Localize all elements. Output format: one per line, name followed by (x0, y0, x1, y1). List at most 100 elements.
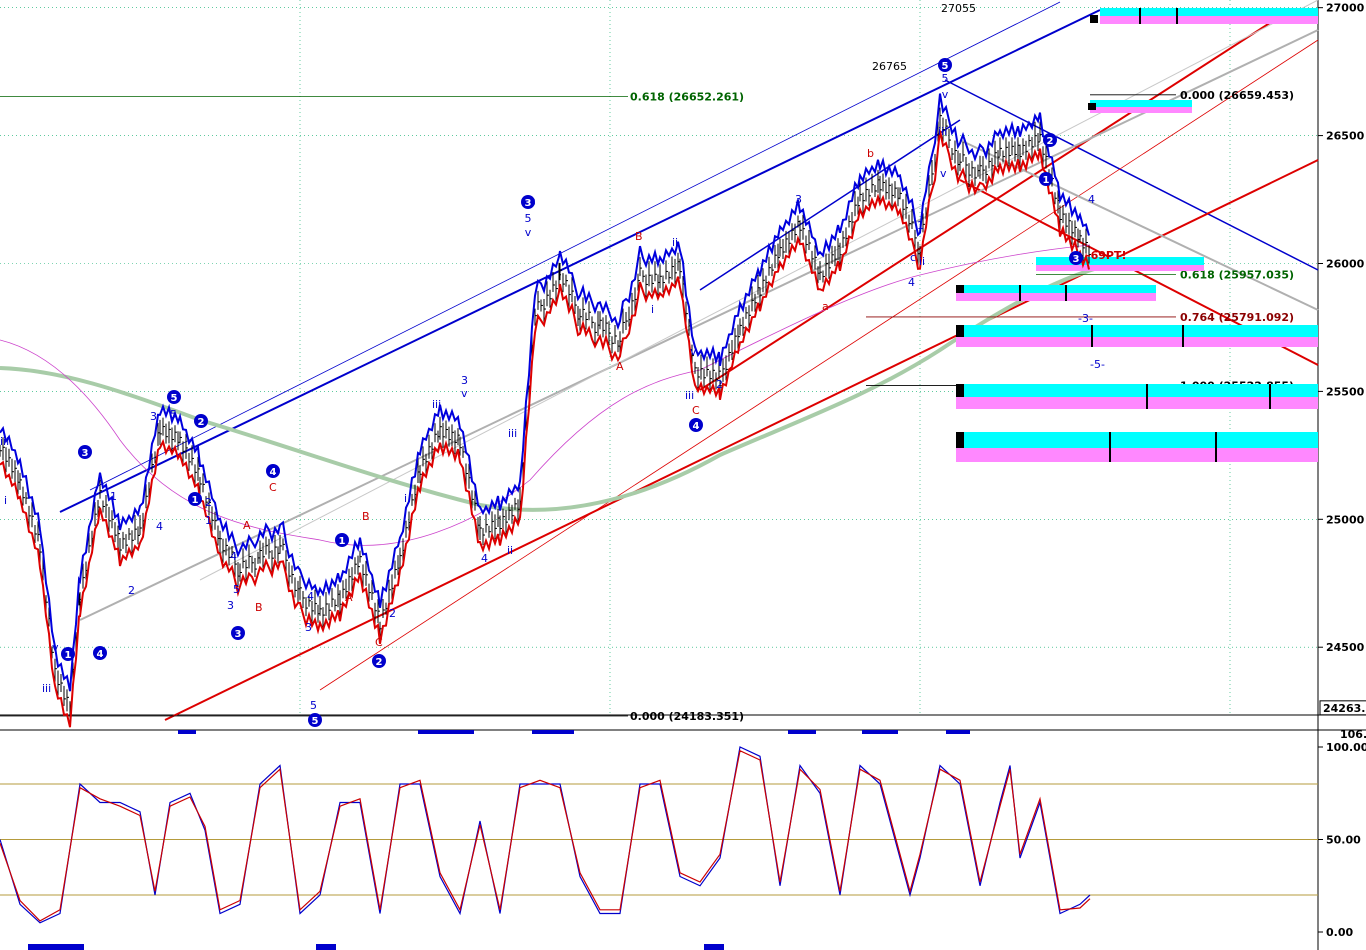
wave-circle (1039, 172, 1053, 186)
target-box-cyan (1036, 257, 1204, 265)
target-box-magenta (1100, 16, 1318, 24)
wave-label: B (362, 510, 370, 523)
price-annotation: 26765 (872, 60, 907, 73)
fib-label: 0.000 (24183.351) (630, 710, 744, 723)
red-band (0, 130, 1090, 728)
fib-label: 0.764 (25791.092) (1180, 311, 1294, 324)
svg-text:1: 1 (192, 495, 199, 506)
svg-text:2: 2 (1047, 136, 1054, 147)
wave-label: 2 (716, 378, 723, 391)
svg-text:1: 1 (1043, 175, 1050, 186)
svg-text:3: 3 (1073, 254, 1080, 265)
blue-band (0, 93, 1090, 692)
target-box-magenta (956, 337, 1318, 347)
price-tick-label: 26000 (1326, 257, 1365, 270)
wave-label: -69PT! (1086, 249, 1126, 262)
price-tick-label: 25500 (1326, 385, 1365, 398)
green-moving-average (0, 260, 1121, 512)
last-price-label: 24263. (1323, 702, 1365, 715)
wave-label: -5- (1090, 358, 1105, 371)
svg-text:5: 5 (171, 393, 178, 404)
price-annotation: 27055 (941, 2, 976, 15)
wave-label: 4 (230, 550, 237, 563)
wave-label: i (4, 494, 7, 507)
wave-label: C (692, 404, 700, 417)
wave-label: 3 (150, 410, 157, 423)
wave-circle (167, 390, 181, 404)
target-box-magenta (956, 293, 1156, 301)
oscillator-top-label: 106.5 (1340, 728, 1366, 741)
target-box-magenta (1090, 107, 1192, 113)
oscillator-tick-label: 50.00 (1326, 834, 1361, 847)
wave-label: iii (685, 389, 694, 402)
svg-text:4: 4 (270, 467, 277, 478)
wave-label: 1 (917, 219, 924, 232)
price-panel (0, 0, 1318, 715)
gray-channel-line (79, 29, 1319, 621)
wave-label: c (910, 251, 916, 264)
wave-label: 4 (908, 276, 915, 289)
svg-text:5: 5 (942, 61, 949, 72)
wave-label: 3 (305, 621, 312, 634)
wave-label: iii (938, 125, 947, 138)
wave-circle (93, 646, 107, 660)
wave-label: v (942, 88, 949, 101)
wave-label: 5 (170, 408, 177, 421)
red-support-line (164, 159, 1319, 721)
wave-label: iii (508, 427, 517, 440)
wave-circle (188, 492, 202, 506)
target-box-magenta (1036, 265, 1204, 271)
wave-label: 3 (795, 193, 802, 206)
target-box-magenta (956, 397, 1318, 409)
target-box-cyan (1100, 8, 1318, 16)
svg-text:3: 3 (525, 198, 532, 209)
wave-circle (194, 414, 208, 428)
wave-label: C (269, 481, 277, 494)
red-thin-support-line (319, 39, 1319, 691)
wave-label: i (651, 303, 654, 316)
wave-circle (689, 418, 703, 432)
oscillator-axis: 100.00 50.00 0.00 106.5 (1318, 728, 1366, 939)
target-box-cyan (1090, 100, 1192, 107)
red-upper-line (699, 9, 1291, 391)
wave-label: iii (432, 398, 441, 411)
wave-label: 2 (128, 584, 135, 597)
wave-label: v (52, 641, 59, 654)
target-box-magenta (956, 448, 1318, 462)
wave-label: 4 (481, 552, 488, 565)
wave-label: i (404, 492, 407, 505)
wave-label: A (243, 519, 251, 532)
price-bands (0, 93, 1090, 728)
svg-text:2: 2 (376, 657, 383, 668)
wave-label: iii (0, 435, 9, 448)
wave-label: iii (42, 682, 51, 695)
wave-label: a (822, 300, 829, 313)
blue-downtrend-line (944, 79, 1319, 271)
oscillator-lines (0, 746, 1091, 924)
price-tick-label: 25000 (1326, 513, 1365, 526)
wave-label: 1 (110, 490, 117, 503)
target-box-marker (956, 432, 964, 448)
svg-text:5: 5 (312, 716, 319, 727)
blue-channel-thin-line (89, 1, 1061, 491)
price-bars (0, 107, 1091, 726)
wave-label: b (867, 147, 874, 160)
wave-circle (335, 533, 349, 547)
oscillator-tick-label: 100.00 (1326, 741, 1366, 754)
wave-label: 5 (310, 699, 317, 712)
fib-label: 0.618 (26652.261) (630, 91, 744, 104)
wave-label: 2 (389, 607, 396, 620)
wave-label: 4 (156, 520, 163, 533)
wave-label: 5 (525, 212, 532, 225)
wave-label: B (255, 601, 263, 614)
wave-label: v (525, 226, 532, 239)
wave-label: v (690, 345, 697, 358)
wave-label: 3 (227, 599, 234, 612)
magenta-moving-average (0, 244, 1091, 546)
wave-label: -3- (1078, 312, 1093, 325)
price-tick-label: 26500 (1326, 130, 1365, 143)
wave-circle (231, 626, 245, 640)
oscillator-series-line (0, 749, 1091, 922)
oscillator-panel (0, 731, 1318, 950)
svg-text:4: 4 (693, 421, 700, 432)
